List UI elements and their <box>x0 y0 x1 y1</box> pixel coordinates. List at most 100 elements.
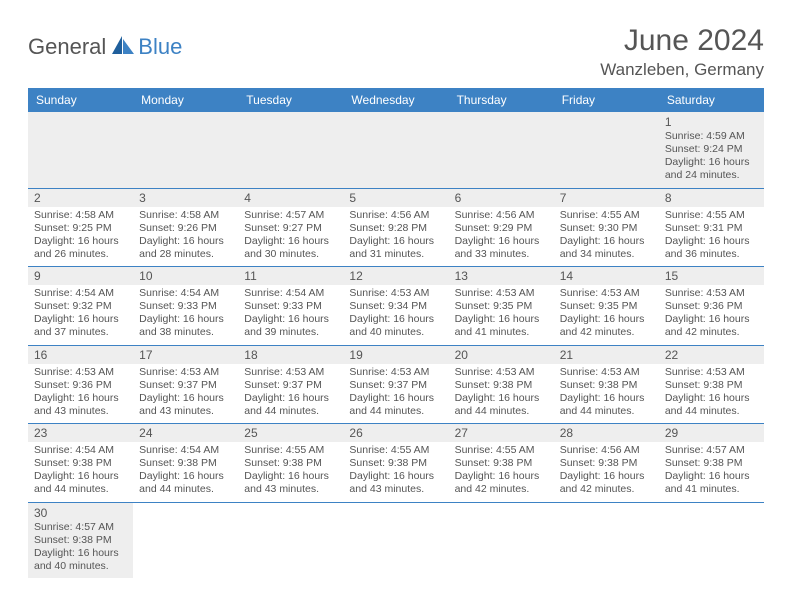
calendar-cell: 3 Sunrise: 4:58 AMSunset: 9:26 PMDaylight… <box>133 188 238 267</box>
calendar-cell-empty <box>554 112 659 188</box>
day-info: Sunrise: 4:53 AMSunset: 9:38 PMDaylight:… <box>560 366 653 419</box>
calendar-cell: 15 Sunrise: 4:53 AMSunset: 9:36 PMDayligh… <box>659 267 764 346</box>
day-number: 9 <box>28 267 133 285</box>
weekday-header: Monday <box>133 88 238 112</box>
calendar-cell: 19 Sunrise: 4:53 AMSunset: 9:37 PMDayligh… <box>343 345 448 424</box>
day-number: 17 <box>133 346 238 364</box>
calendar-cell: 14Sunrise: 4:53 AMSunset: 9:35 PMDayligh… <box>554 267 659 346</box>
day-number: 30 <box>34 506 127 520</box>
weekday-header: Sunday <box>28 88 133 112</box>
calendar-cell-empty <box>343 112 448 188</box>
calendar-cell: 2 Sunrise: 4:58 AMSunset: 9:25 PMDaylight… <box>28 188 133 267</box>
day-info: Sunrise: 4:53 AMSunset: 9:37 PMDaylight:… <box>349 366 442 419</box>
day-number: 26 <box>343 424 448 442</box>
header: General Blue June 2024 Wanzleben, German… <box>28 24 764 80</box>
calendar-cell: 10Sunrise: 4:54 AMSunset: 9:33 PMDayligh… <box>133 267 238 346</box>
day-number: 5 <box>343 189 448 207</box>
day-number: 27 <box>449 424 554 442</box>
day-number: 8 <box>659 189 764 207</box>
weekday-header: Wednesday <box>343 88 448 112</box>
calendar-cell: 16 Sunrise: 4:53 AMSunset: 9:36 PMDayligh… <box>28 345 133 424</box>
day-info: Sunrise: 4:56 AMSunset: 9:29 PMDaylight:… <box>455 209 548 262</box>
day-info: Sunrise: 4:55 AMSunset: 9:38 PMDaylight:… <box>244 444 337 497</box>
day-info: Sunrise: 4:55 AMSunset: 9:30 PMDaylight:… <box>560 209 653 262</box>
day-number: 7 <box>554 189 659 207</box>
day-info: Sunrise: 4:53 AMSunset: 9:35 PMDaylight:… <box>560 287 653 340</box>
calendar-cell: 23 Sunrise: 4:54 AMSunset: 9:38 PMDayligh… <box>28 424 133 503</box>
weekday-header: Thursday <box>449 88 554 112</box>
day-number: 3 <box>133 189 238 207</box>
calendar-cell-empty <box>449 502 554 578</box>
day-number: 13 <box>449 267 554 285</box>
brand-logo: General Blue <box>28 24 182 60</box>
day-info: Sunrise: 4:58 AMSunset: 9:26 PMDaylight:… <box>139 209 232 262</box>
calendar-cell: 21 Sunrise: 4:53 AMSunset: 9:38 PMDayligh… <box>554 345 659 424</box>
day-number: 16 <box>28 346 133 364</box>
calendar-cell: 12Sunrise: 4:53 AMSunset: 9:34 PMDayligh… <box>343 267 448 346</box>
calendar-cell-empty <box>343 502 448 578</box>
day-info: Sunrise: 4:57 AMSunset: 9:27 PMDaylight:… <box>244 209 337 262</box>
month-title: June 2024 <box>600 24 764 58</box>
day-number: 2 <box>28 189 133 207</box>
brand-part2: Blue <box>138 34 182 60</box>
day-info: Sunrise: 4:54 AMSunset: 9:33 PMDaylight:… <box>139 287 232 340</box>
day-info: Sunrise: 4:55 AMSunset: 9:38 PMDaylight:… <box>455 444 548 497</box>
day-info: Sunrise: 4:55 AMSunset: 9:38 PMDaylight:… <box>349 444 442 497</box>
location: Wanzleben, Germany <box>600 60 764 80</box>
day-number: 12 <box>343 267 448 285</box>
day-info: Sunrise: 4:54 AMSunset: 9:32 PMDaylight:… <box>34 287 127 340</box>
calendar-cell-empty <box>238 502 343 578</box>
calendar-cell-empty <box>554 502 659 578</box>
day-info: Sunrise: 4:56 AMSunset: 9:38 PMDaylight:… <box>560 444 653 497</box>
calendar-cell-empty <box>133 112 238 188</box>
day-info: Sunrise: 4:53 AMSunset: 9:36 PMDaylight:… <box>34 366 127 419</box>
day-info: Sunrise: 4:53 AMSunset: 9:37 PMDaylight:… <box>139 366 232 419</box>
calendar-cell: 24 Sunrise: 4:54 AMSunset: 9:38 PMDayligh… <box>133 424 238 503</box>
day-number: 6 <box>449 189 554 207</box>
day-number: 11 <box>238 267 343 285</box>
calendar-cell: 30Sunrise: 4:57 AMSunset: 9:38 PMDayligh… <box>28 502 133 578</box>
day-number: 18 <box>238 346 343 364</box>
calendar-cell: 22 Sunrise: 4:53 AMSunset: 9:38 PMDayligh… <box>659 345 764 424</box>
day-number: 19 <box>343 346 448 364</box>
calendar-cell-empty <box>133 502 238 578</box>
day-number: 25 <box>238 424 343 442</box>
day-info: Sunrise: 4:53 AMSunset: 9:36 PMDaylight:… <box>665 287 758 340</box>
day-number: 15 <box>659 267 764 285</box>
calendar-cell: 29Sunrise: 4:57 AMSunset: 9:38 PMDayligh… <box>659 424 764 503</box>
day-info: Sunrise: 4:54 AMSunset: 9:38 PMDaylight:… <box>34 444 127 497</box>
day-info: Sunrise: 4:58 AMSunset: 9:25 PMDaylight:… <box>34 209 127 262</box>
day-info: Sunrise: 4:59 AMSunset: 9:24 PMDaylight:… <box>665 130 758 183</box>
day-number: 22 <box>659 346 764 364</box>
day-info: Sunrise: 4:57 AMSunset: 9:38 PMDaylight:… <box>34 521 127 574</box>
calendar-table: SundayMondayTuesdayWednesdayThursdayFrid… <box>28 88 764 578</box>
calendar-cell: 25 Sunrise: 4:55 AMSunset: 9:38 PMDayligh… <box>238 424 343 503</box>
calendar-cell: 11 Sunrise: 4:54 AMSunset: 9:33 PMDayligh… <box>238 267 343 346</box>
calendar-cell: 1Sunrise: 4:59 AMSunset: 9:24 PMDaylight… <box>659 112 764 188</box>
calendar-cell: 28Sunrise: 4:56 AMSunset: 9:38 PMDayligh… <box>554 424 659 503</box>
day-info: Sunrise: 4:53 AMSunset: 9:35 PMDaylight:… <box>455 287 548 340</box>
day-info: Sunrise: 4:56 AMSunset: 9:28 PMDaylight:… <box>349 209 442 262</box>
day-number: 29 <box>659 424 764 442</box>
day-number: 20 <box>449 346 554 364</box>
day-info: Sunrise: 4:54 AMSunset: 9:38 PMDaylight:… <box>139 444 232 497</box>
calendar-cell: 7 Sunrise: 4:55 AMSunset: 9:30 PMDaylight… <box>554 188 659 267</box>
calendar-cell: 17 Sunrise: 4:53 AMSunset: 9:37 PMDayligh… <box>133 345 238 424</box>
calendar-cell-empty <box>28 112 133 188</box>
calendar-cell: 20 Sunrise: 4:53 AMSunset: 9:38 PMDayligh… <box>449 345 554 424</box>
calendar-cell: 4Sunrise: 4:57 AMSunset: 9:27 PMDaylight… <box>238 188 343 267</box>
day-info: Sunrise: 4:53 AMSunset: 9:38 PMDaylight:… <box>665 366 758 419</box>
day-number: 1 <box>665 115 758 129</box>
weekday-header: Friday <box>554 88 659 112</box>
weekday-header: Tuesday <box>238 88 343 112</box>
title-block: June 2024 Wanzleben, Germany <box>600 24 764 80</box>
day-info: Sunrise: 4:54 AMSunset: 9:33 PMDaylight:… <box>244 287 337 340</box>
day-number: 24 <box>133 424 238 442</box>
calendar-cell: 6 Sunrise: 4:56 AMSunset: 9:29 PMDaylight… <box>449 188 554 267</box>
day-number: 23 <box>28 424 133 442</box>
weekday-header: Saturday <box>659 88 764 112</box>
day-info: Sunrise: 4:53 AMSunset: 9:38 PMDaylight:… <box>455 366 548 419</box>
day-number: 21 <box>554 346 659 364</box>
calendar-header-row: SundayMondayTuesdayWednesdayThursdayFrid… <box>28 88 764 112</box>
calendar-cell-empty <box>449 112 554 188</box>
